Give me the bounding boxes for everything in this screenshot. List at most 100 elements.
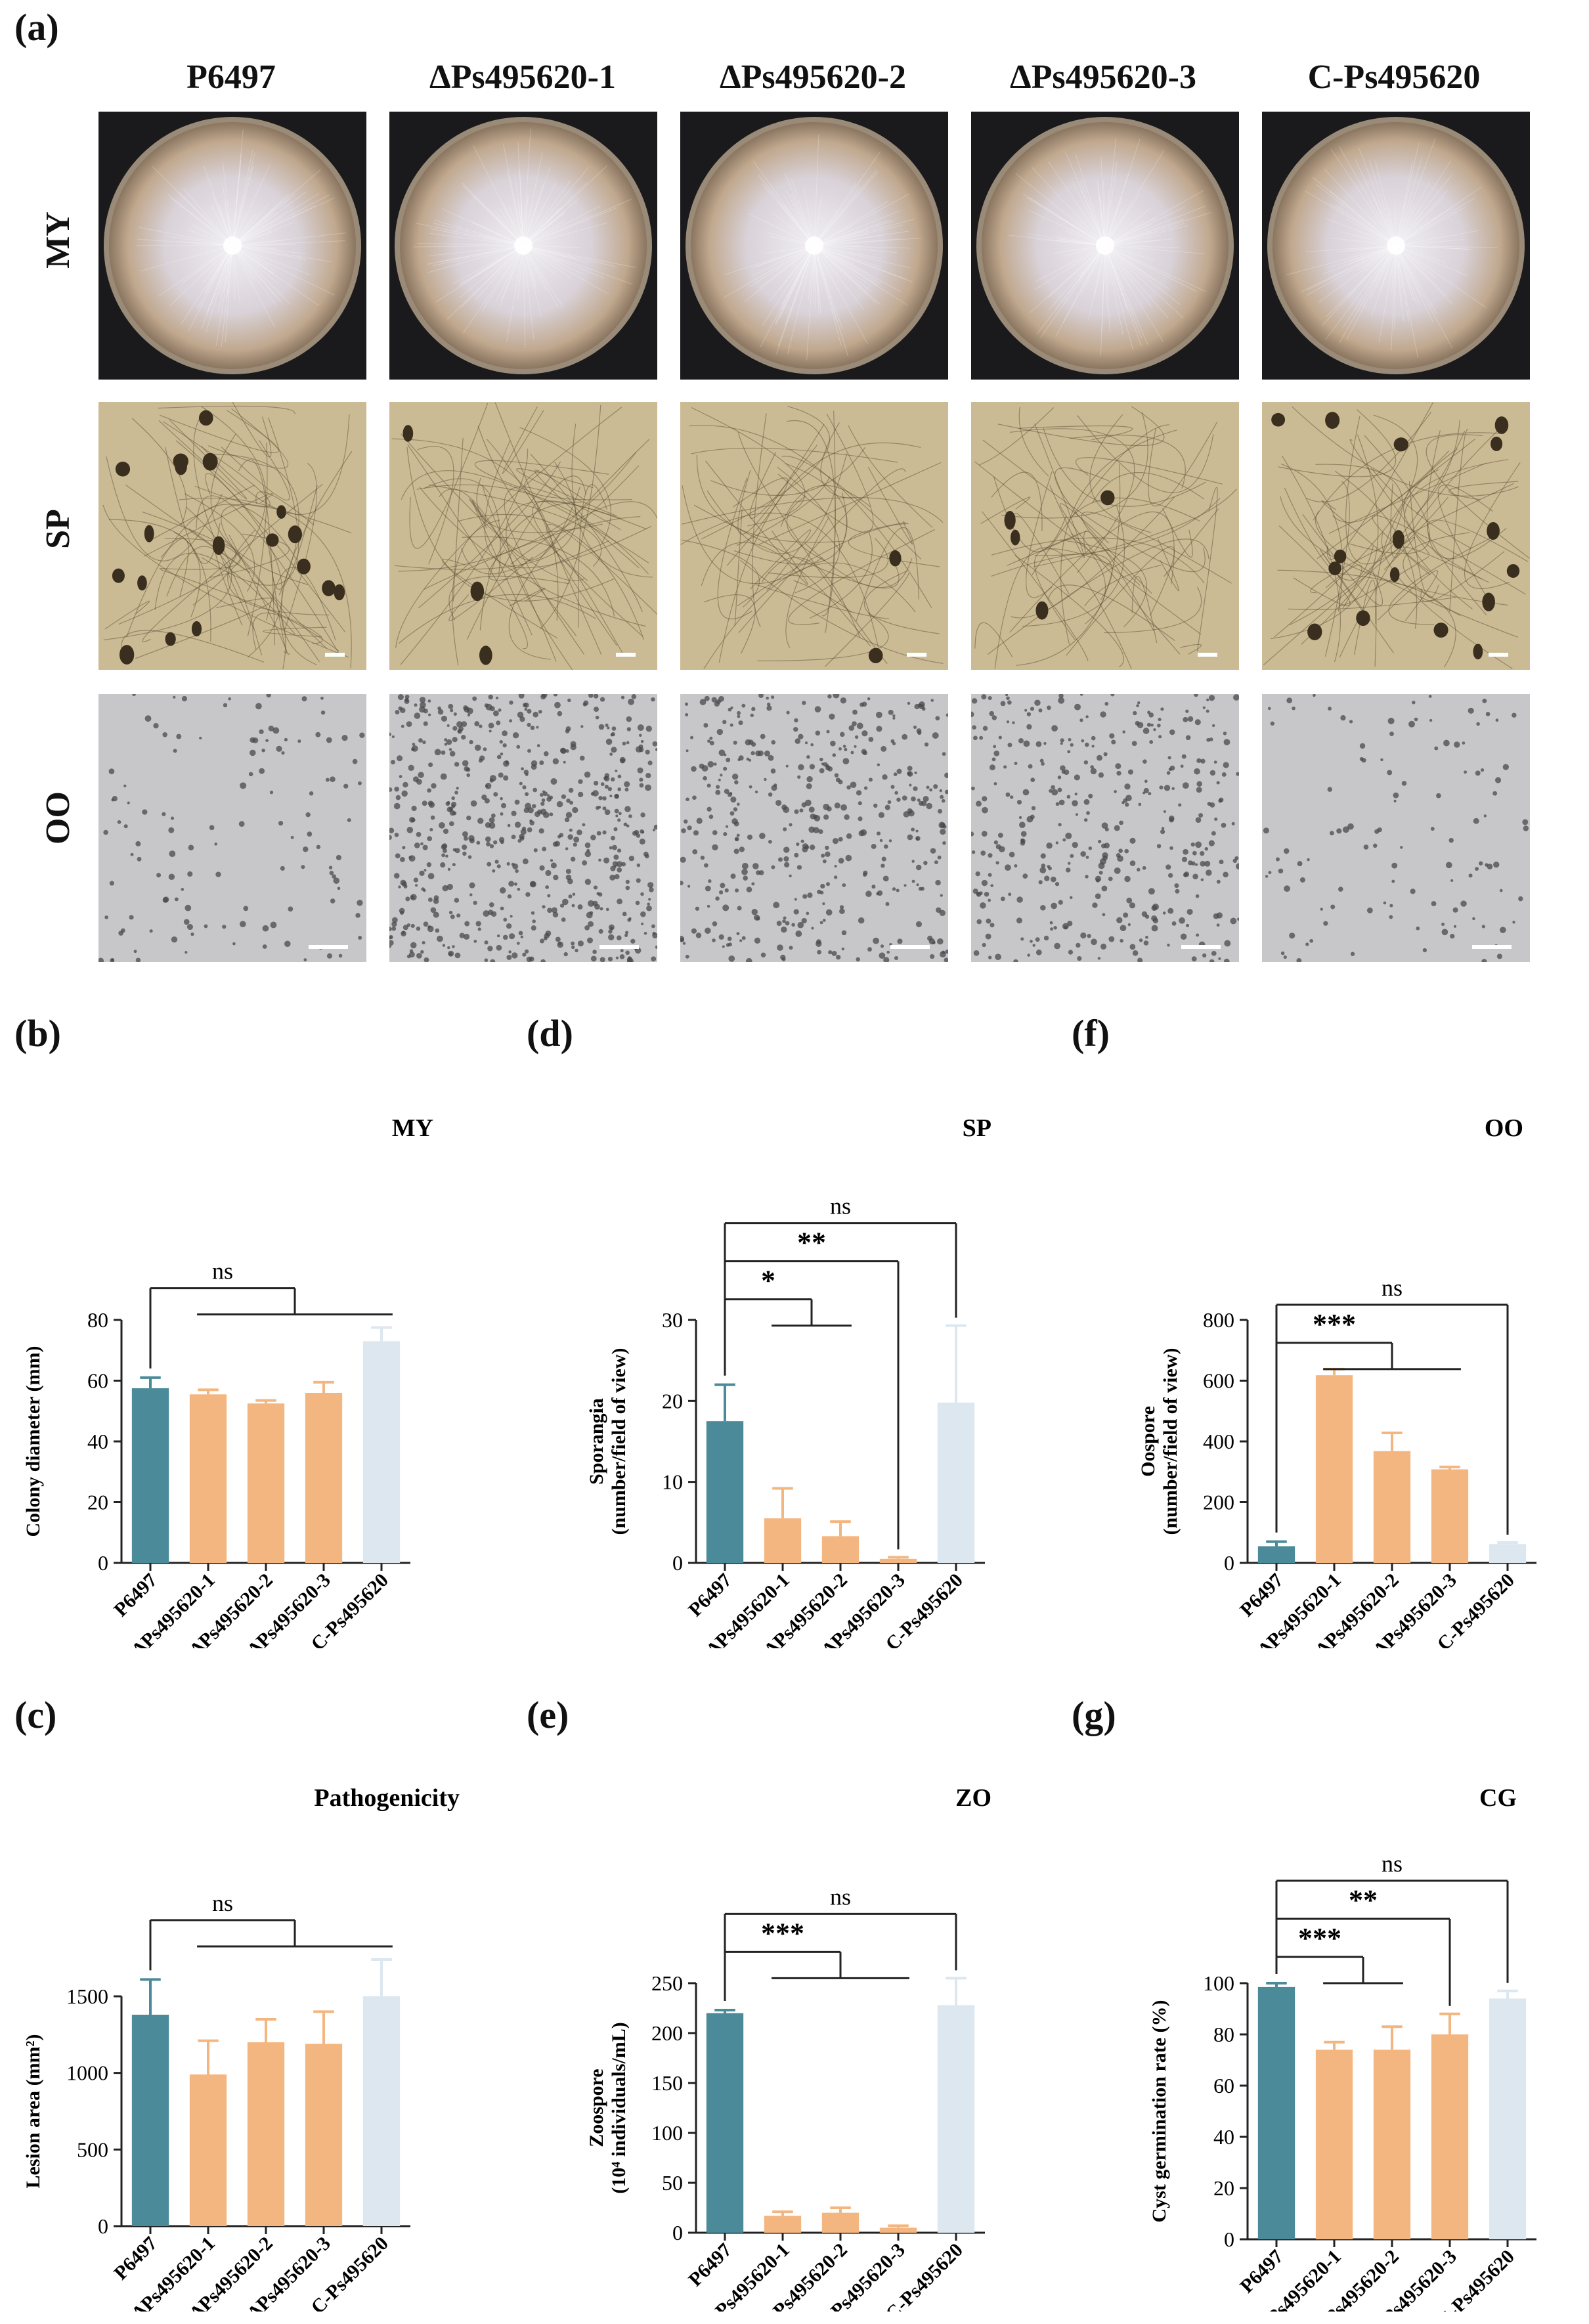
panel-letter-d: (d) xyxy=(527,1012,573,1055)
row-header-my: MY xyxy=(39,211,77,269)
significance-label-e-0: *** xyxy=(761,1917,804,1949)
bar-d-2 xyxy=(821,1536,860,1563)
panel-letter-b: (b) xyxy=(14,1012,61,1055)
y-axis-label-d: Sporangia(number/field of view) xyxy=(586,1348,630,1535)
bar-e-1 xyxy=(764,2216,802,2233)
y-tick-label-e: 50 xyxy=(662,2171,683,2195)
bar-e-3 xyxy=(879,2227,917,2233)
y-tick-label-b: 40 xyxy=(87,1430,108,1453)
photo-my-4 xyxy=(971,112,1239,380)
photo-oo-4 xyxy=(971,694,1239,962)
significance-bracket-e-0: *** xyxy=(724,1917,909,2002)
panel-letter-e: (e) xyxy=(527,1694,569,1736)
x-tick-label-d-0: P6497 xyxy=(684,1569,736,1621)
bar-d-0 xyxy=(706,1421,744,1563)
bar-g-4 xyxy=(1489,1998,1527,2239)
bar-e-0 xyxy=(706,2013,744,2233)
y-tick-label-e: 250 xyxy=(651,1971,683,1995)
chart-title-d: SP xyxy=(963,1114,991,1142)
y-tick-label-g: 40 xyxy=(1213,2125,1234,2149)
bar-f-1 xyxy=(1315,1375,1353,1563)
bar-g-1 xyxy=(1315,2050,1353,2239)
y-axis-label-f: Oospore(number/field of view) xyxy=(1137,1348,1181,1535)
y-tick-label-c: 1000 xyxy=(66,2061,108,2085)
bar-e-2 xyxy=(821,2212,860,2233)
y-tick-label-b: 80 xyxy=(87,1308,108,1332)
significance-label-b-0: ns xyxy=(212,1258,233,1284)
significance-bracket-d-0: * xyxy=(724,1265,852,1376)
y-tick-label-e: 150 xyxy=(651,2071,683,2095)
significance-label-g-1: ** xyxy=(1349,1884,1378,1916)
y-tick-label-d: 20 xyxy=(662,1389,683,1413)
bar-c-4 xyxy=(362,1996,401,2226)
column-header-complement: C-Ps495620 xyxy=(1307,58,1481,96)
panel-letter-g: (g) xyxy=(1072,1694,1116,1736)
significance-label-g-0: *** xyxy=(1298,1922,1341,1954)
photo-sp-1 xyxy=(98,402,366,670)
chart-f-oospore: OO Oospore(number/field of view) 0 200 400 60… xyxy=(1137,1114,1536,1648)
y-tick-label-c: 500 xyxy=(77,2138,108,2161)
photo-sp-5 xyxy=(1262,402,1530,670)
chart-d-sporangia: SP Sporangia(number/field of view) 0 10 20 30… xyxy=(586,1114,991,1648)
panel-letter-f: (f) xyxy=(1072,1012,1110,1055)
column-header-p6497: P6497 xyxy=(186,58,276,96)
bar-e-4 xyxy=(937,2005,975,2233)
y-tick-label-e: 100 xyxy=(651,2121,683,2145)
y-tick-label-d: 10 xyxy=(662,1470,683,1494)
column-header-mutant-2: ΔPs495620-2 xyxy=(720,58,906,96)
x-tick-label-f-0: P6497 xyxy=(1236,1569,1288,1621)
column-header-mutant-3: ΔPs495620-3 xyxy=(1010,58,1196,96)
photo-oo-1 xyxy=(98,694,366,962)
y-axis-label-c: Lesion area (mm²) xyxy=(22,2034,44,2188)
y-tick-label-g: 100 xyxy=(1203,1971,1234,1995)
y-tick-label-g: 60 xyxy=(1213,2074,1234,2097)
column-header-mutant-1: ΔPs495620-1 xyxy=(429,58,616,96)
photo-sp-2 xyxy=(389,402,657,670)
chart-g-cyst-germination: CG Cyst germination rate (%) 0 20 40 60 80 100 P… xyxy=(1148,1784,1536,2312)
y-tick-label-d: 30 xyxy=(662,1308,683,1332)
significance-bracket-g-0: *** xyxy=(1275,1922,1403,1984)
chart-title-g: CG xyxy=(1479,1784,1517,1812)
panel-letter-c: (c) xyxy=(14,1694,57,1736)
bar-d-3 xyxy=(879,1558,917,1563)
bar-d-4 xyxy=(937,1402,975,1563)
significance-label-d-1: ** xyxy=(797,1227,826,1259)
bar-f-3 xyxy=(1431,1469,1469,1563)
y-tick-label-b: 0 xyxy=(98,1551,108,1575)
bar-b-0 xyxy=(131,1388,169,1563)
significance-bracket-d-2: ns xyxy=(724,1193,957,1376)
photo-my-5 xyxy=(1262,112,1530,380)
x-tick-label-c-0: P6497 xyxy=(110,2233,162,2285)
bar-b-1 xyxy=(189,1394,227,1563)
y-tick-label-f: 0 xyxy=(1224,1551,1234,1575)
photo-my-3 xyxy=(680,112,948,380)
photo-my-2 xyxy=(389,112,657,380)
bar-g-2 xyxy=(1373,2050,1411,2239)
y-axis-label-e: Zoospore(10⁴ individuals/mL) xyxy=(586,2022,630,2194)
chart-title-b: MY xyxy=(392,1114,433,1142)
bar-c-2 xyxy=(247,2042,285,2226)
x-tick-label-g-0: P6497 xyxy=(1236,2246,1288,2298)
chart-e-zoospore: ZO Zoospore(10⁴ individuals/mL) 0 50 100 150 2… xyxy=(586,1784,991,2312)
chart-title-e: ZO xyxy=(955,1784,991,1812)
y-tick-label-e: 0 xyxy=(672,2221,683,2245)
significance-bracket-f-1: ns xyxy=(1275,1275,1509,1535)
bar-b-3 xyxy=(305,1393,343,1563)
y-tick-label-g: 20 xyxy=(1213,2176,1234,2200)
significance-label-f-0: *** xyxy=(1313,1308,1356,1340)
x-tick-label-e-0: P6497 xyxy=(684,2239,736,2291)
significance-label-c-0: ns xyxy=(212,1890,233,1916)
bar-g-3 xyxy=(1431,2034,1469,2239)
significance-label-e-1: ns xyxy=(830,1883,851,1910)
photo-my-1 xyxy=(98,112,366,380)
y-tick-label-b: 60 xyxy=(87,1369,108,1393)
bar-f-0 xyxy=(1257,1546,1295,1563)
bar-f-4 xyxy=(1489,1544,1527,1563)
significance-label-f-1: ns xyxy=(1382,1275,1403,1301)
chart-title-c: Pathogenicity xyxy=(314,1784,460,1812)
significance-label-d-2: ns xyxy=(830,1193,851,1219)
chart-c-lesion-area: Pathogenicity Lesion area (mm²) 0 500 1000 15… xyxy=(22,1784,460,2312)
bar-c-1 xyxy=(189,2074,227,2226)
bar-c-0 xyxy=(131,2015,169,2226)
